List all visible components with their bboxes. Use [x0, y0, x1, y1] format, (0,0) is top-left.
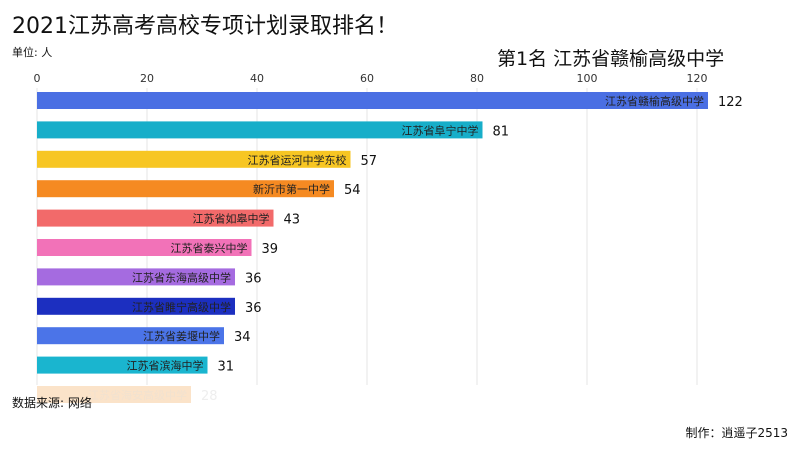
bar-label: 江苏省东海高级中学: [132, 270, 231, 284]
bar: [37, 327, 224, 345]
tick-label: 40: [250, 72, 264, 85]
bar-label: 新沂市第一中学: [253, 182, 330, 196]
tick-label: 20: [140, 72, 154, 85]
bar-label: 江苏省滨海中学: [127, 359, 204, 373]
value-label: 81: [493, 124, 510, 139]
value-label: 57: [361, 154, 378, 169]
bar: [37, 239, 252, 256]
tick-label: 0: [34, 72, 41, 85]
value-label: 28: [201, 389, 218, 404]
tick-label: 100: [577, 72, 598, 85]
bar: [37, 268, 235, 286]
value-label: 34: [234, 330, 251, 345]
bar: [37, 180, 334, 198]
source-label: 数据来源: 网络: [12, 396, 92, 410]
bar-label: 江苏省泰兴中学: [171, 241, 248, 255]
tick-label: 60: [360, 72, 374, 85]
bar-label: 江苏省睢宁高级中学: [132, 300, 231, 314]
bar-label: 江苏省阜宁中学: [402, 123, 479, 137]
value-label: 39: [262, 242, 279, 257]
bar: [37, 209, 274, 227]
tick-label: 80: [470, 72, 484, 85]
page-title: 2021江苏高考高校专项计划录取排名！: [12, 14, 398, 39]
value-label: 36: [245, 271, 262, 286]
bar-label: 江苏省海安高级中学: [88, 388, 187, 402]
bar-label: 江苏省姜堰中学: [143, 329, 220, 343]
bar: [37, 121, 483, 139]
credit-label: 制作：逍遥子2513: [685, 426, 788, 440]
bar: [37, 386, 191, 403]
value-label: 31: [218, 360, 235, 375]
tick-label: 120: [687, 72, 708, 85]
bar-label: 江苏省赣榆高级中学: [605, 94, 704, 108]
value-label: 36: [245, 301, 262, 316]
rank-label: 第1名 江苏省赣榆高级中学: [497, 48, 725, 70]
bar-label: 江苏省运河中学东校: [248, 153, 347, 167]
value-label: 43: [284, 213, 301, 228]
bar: [37, 356, 208, 374]
bar: [37, 297, 235, 315]
bar: [37, 92, 708, 109]
value-label: 54: [344, 183, 361, 198]
value-label: 122: [718, 95, 743, 110]
bar-label: 江苏省如皋中学: [193, 212, 270, 226]
unit-label: 单位: 人: [12, 46, 53, 59]
bar: [37, 150, 351, 168]
